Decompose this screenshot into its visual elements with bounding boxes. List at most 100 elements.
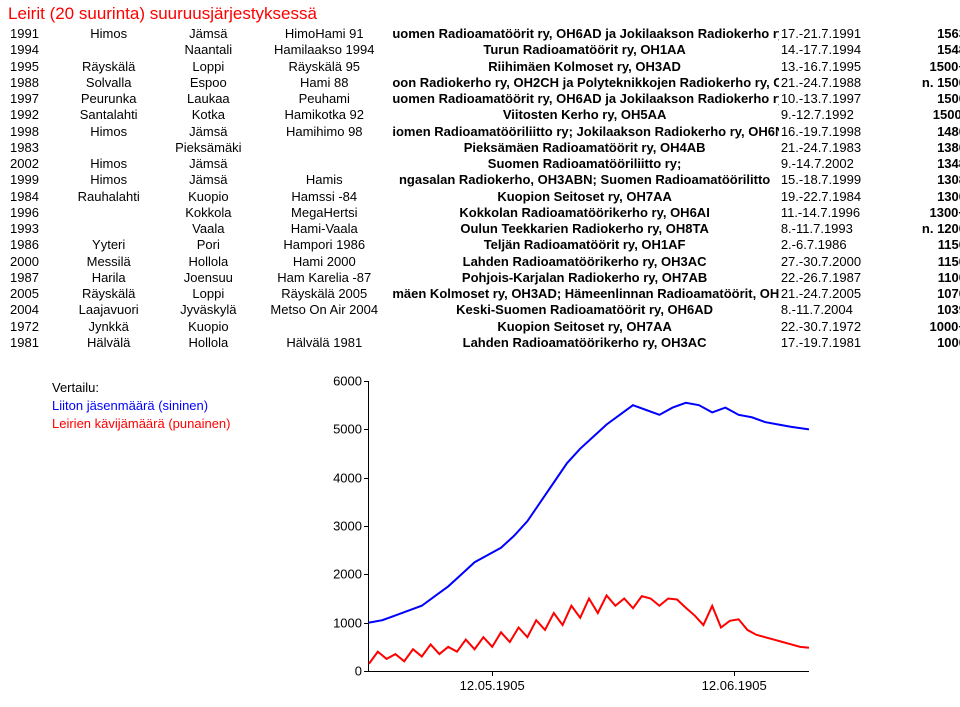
name-cell: Räyskälä 95 (258, 59, 390, 75)
org-cell: Pieksämäen Radioamatöörit ry, OH4AB (390, 140, 778, 156)
year-cell: 2005 (8, 286, 59, 302)
city-cell: Kuopio (159, 189, 259, 205)
org-cell: Oulun Teekkarien Radiokerho ry, OH8TA (390, 221, 778, 237)
name-cell: Hamihimo 98 (258, 124, 390, 140)
count-cell: 1563 (895, 26, 960, 42)
place-cell (59, 205, 159, 221)
x-tick (492, 671, 493, 676)
place-cell (59, 140, 159, 156)
count-cell: 1480 (895, 124, 960, 140)
table-row: 1983PieksämäkiPieksämäen Radioamatöörit … (8, 140, 960, 156)
place-cell (59, 221, 159, 237)
name-cell (258, 156, 390, 172)
city-cell: Pori (159, 237, 259, 253)
table-row: 1992SantalahtiKotkaHamikotka 92Viitosten… (8, 107, 960, 123)
table-row: 1995RäyskäläLoppiRäyskälä 95Riihimäen Ko… (8, 59, 960, 75)
city-cell: Jämsä (159, 156, 259, 172)
date-cell: 19.-22.7.1984 (779, 189, 895, 205)
date-cell: 21.-24.7.1988 (779, 75, 895, 91)
table-row: 1981HälväläHollolaHälvälä 1981Lahden Rad… (8, 335, 960, 351)
comparison-section: Vertailu: Liiton jäsenmäärä (sininen) Le… (8, 373, 960, 703)
count-cell: 1039 (895, 302, 960, 318)
org-cell: ngasalan Radiokerho, OH3ABN; Suomen Radi… (390, 172, 778, 188)
org-cell: Lahden Radioamatöörikerho ry, OH3AC (390, 254, 778, 270)
comparison-chart: 12.05.190512.06.1905 0100020003000400050… (312, 373, 832, 703)
camps-table: 1991HimosJämsäHimoHami 91uomen Radioamat… (8, 26, 960, 351)
org-cell: Lahden Radioamatöörikerho ry, OH3AC (390, 335, 778, 351)
org-cell: uomen Radioamatöörit ry, OH6AD ja Jokila… (390, 26, 778, 42)
city-cell: Jyväskylä (159, 302, 259, 318)
name-cell: Hamis (258, 172, 390, 188)
city-cell: Jämsä (159, 26, 259, 42)
y-axis-label: 2000 (312, 567, 362, 582)
name-cell: Hamssi -84 (258, 189, 390, 205)
date-cell: 11.-14.7.1996 (779, 205, 895, 221)
table-row: 1984RauhalahtiKuopioHamssi -84Kuopion Se… (8, 189, 960, 205)
table-row: 1997PeurunkaLaukaaPeuhamiuomen Radioamat… (8, 91, 960, 107)
place-cell: Himos (59, 26, 159, 42)
count-cell: 1000+ (895, 319, 960, 335)
date-cell: 14.-17.7.1994 (779, 42, 895, 58)
y-axis-label: 5000 (312, 422, 362, 437)
year-cell: 2004 (8, 302, 59, 318)
table-row: 1993 VaalaHami-VaalaOulun Teekkarien Radi… (8, 221, 960, 237)
y-tick (364, 429, 369, 430)
name-cell: Hamikotka 92 (258, 107, 390, 123)
place-cell: Harila (59, 270, 159, 286)
org-cell: Teljän Radioamatöörit ry, OH1AF (390, 237, 778, 253)
year-cell: 1984 (8, 189, 59, 205)
name-cell: Hami 88 (258, 75, 390, 91)
year-cell: 1999 (8, 172, 59, 188)
place-cell (59, 42, 159, 58)
x-tick (734, 671, 735, 676)
table-row: 1987HarilaJoensuuHam Karelia -87Pohjois-… (8, 270, 960, 286)
count-cell: 1308 (895, 172, 960, 188)
org-cell: Kuopion Seitoset ry, OH7AA (390, 319, 778, 335)
year-cell: 1988 (8, 75, 59, 91)
year-cell: 1983 (8, 140, 59, 156)
y-tick (364, 381, 369, 382)
date-cell: 2.-6.7.1986 (779, 237, 895, 253)
legend-red: Leirien kävijämäärä (punainen) (52, 415, 312, 433)
date-cell: 13.-16.7.1995 (779, 59, 895, 75)
date-cell: 15.-18.7.1999 (779, 172, 895, 188)
y-axis-label: 4000 (312, 470, 362, 485)
table-row: 1972JynkkäKuopioKuopion Seitoset ry, OH7… (8, 319, 960, 335)
year-cell: 1993 (8, 221, 59, 237)
table-row: 2002HimosJämsäSuomen Radioamatööriliitto… (8, 156, 960, 172)
date-cell: 17.-19.7.1981 (779, 335, 895, 351)
name-cell: Hami-Vaala (258, 221, 390, 237)
date-cell: 9.-14.7.2002 (779, 156, 895, 172)
count-cell: 1100 (895, 270, 960, 286)
y-tick (364, 478, 369, 479)
place-cell: Himos (59, 124, 159, 140)
place-cell: Jynkkä (59, 319, 159, 335)
table-row: 1991HimosJämsäHimoHami 91uomen Radioamat… (8, 26, 960, 42)
year-cell: 1986 (8, 237, 59, 253)
date-cell: 27.-30.7.2000 (779, 254, 895, 270)
date-cell: 9.-12.7.1992 (779, 107, 895, 123)
count-cell: 1500 (895, 91, 960, 107)
name-cell: Räyskälä 2005 (258, 286, 390, 302)
place-cell: Himos (59, 172, 159, 188)
place-cell: Peurunka (59, 91, 159, 107)
city-cell: Loppi (159, 286, 259, 302)
place-cell: Santalahti (59, 107, 159, 123)
place-cell: Solvalla (59, 75, 159, 91)
city-cell: Espoo (159, 75, 259, 91)
name-cell: Hamilaakso 1994 (258, 42, 390, 58)
city-cell: Loppi (159, 59, 259, 75)
count-cell: 1300+ (895, 205, 960, 221)
table-row: 1994NaantaliHamilaakso 1994Turun Radioam… (8, 42, 960, 58)
name-cell: Peuhami (258, 91, 390, 107)
x-axis-label: 12.06.1905 (702, 678, 767, 693)
count-cell: 1070 (895, 286, 960, 302)
table-row: 1986YyteriPoriHampori 1986Teljän Radioam… (8, 237, 960, 253)
year-cell: 2002 (8, 156, 59, 172)
date-cell: 8.-11.7.1993 (779, 221, 895, 237)
place-cell: Räyskälä (59, 286, 159, 302)
name-cell: HimoHami 91 (258, 26, 390, 42)
count-cell: 1500+ (895, 59, 960, 75)
date-cell: 16.-19.7.1998 (779, 124, 895, 140)
city-cell: Vaala (159, 221, 259, 237)
